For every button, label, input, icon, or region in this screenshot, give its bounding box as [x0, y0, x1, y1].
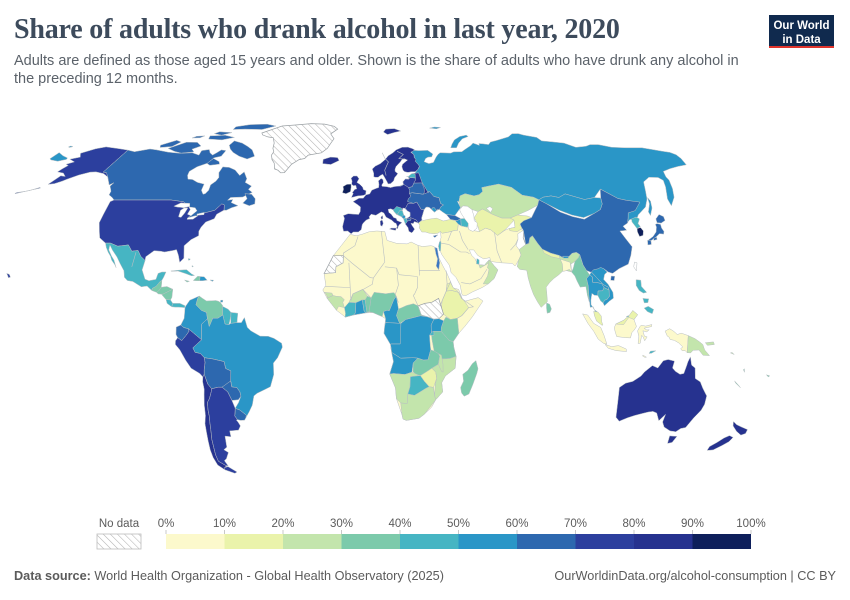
svg-text:60%: 60% [505, 518, 528, 530]
svg-text:No data: No data [99, 518, 140, 530]
svg-text:100%: 100% [736, 518, 765, 530]
svg-text:80%: 80% [622, 518, 645, 530]
svg-text:40%: 40% [388, 518, 411, 530]
svg-text:90%: 90% [681, 518, 704, 530]
svg-text:20%: 20% [271, 518, 294, 530]
svg-text:10%: 10% [213, 518, 236, 530]
svg-text:0%: 0% [158, 518, 175, 530]
svg-text:50%: 50% [447, 518, 470, 530]
svg-text:70%: 70% [564, 518, 587, 530]
svg-text:30%: 30% [330, 518, 353, 530]
